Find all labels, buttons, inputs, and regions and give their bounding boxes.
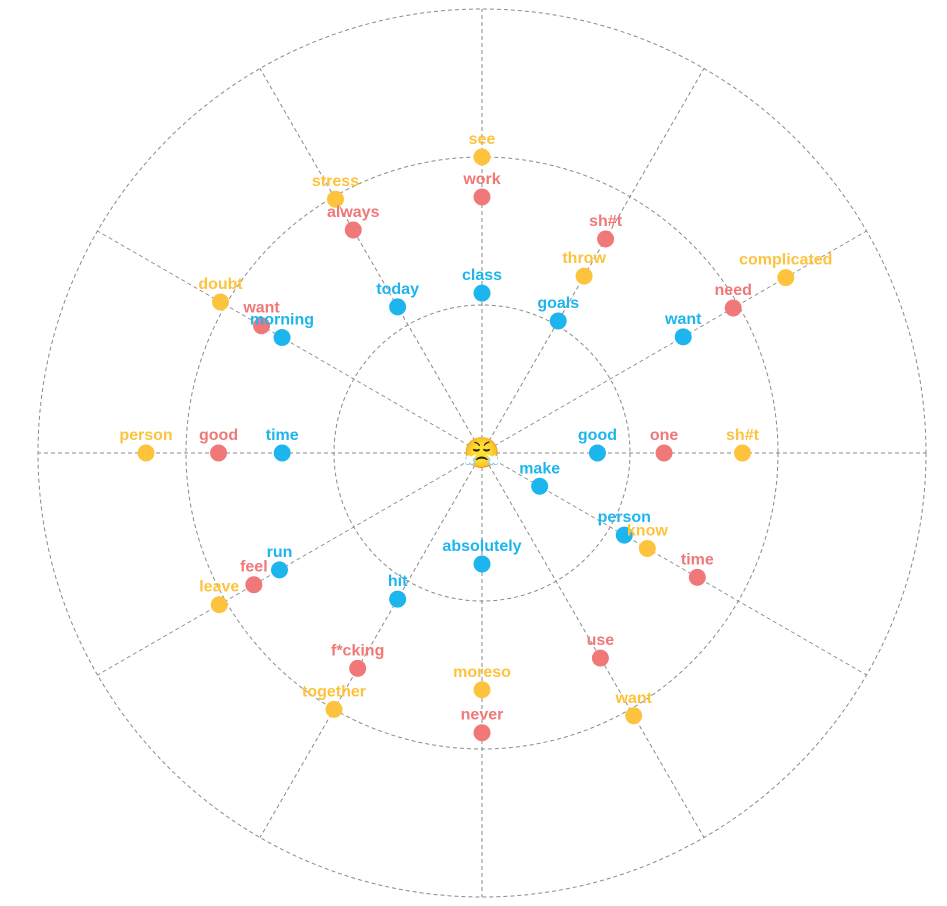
term-label: good (199, 427, 238, 444)
term-label: absolutely (442, 538, 521, 555)
term-points (137, 148, 795, 742)
term-label: see (469, 131, 496, 148)
term-label: morning (250, 312, 314, 329)
term-label: work (462, 171, 500, 188)
term-label: know (627, 522, 668, 539)
term-label: feel (240, 559, 268, 576)
grid-spoke-5 (481, 452, 705, 838)
term-label: want (242, 300, 280, 317)
term-dot-red[interactable] (655, 444, 673, 462)
term-label: person (119, 427, 172, 444)
term-label: sh#t (589, 213, 623, 230)
term-label: good (578, 427, 617, 444)
term-dot-blue[interactable] (273, 329, 291, 347)
term-dot-red[interactable] (245, 576, 263, 594)
term-dot-red[interactable] (591, 649, 609, 667)
term-label: class (462, 267, 502, 284)
term-dot-red[interactable] (688, 568, 706, 586)
term-dot-blue[interactable] (270, 561, 288, 579)
term-dot-yellow[interactable] (638, 539, 656, 557)
term-dot-red[interactable] (344, 221, 362, 239)
term-dot-blue[interactable] (588, 444, 606, 462)
term-dot-red[interactable] (473, 724, 491, 742)
term-label: sh#t (726, 427, 760, 444)
term-label: never (461, 707, 504, 724)
term-dot-yellow[interactable] (625, 707, 643, 725)
term-dot-yellow[interactable] (325, 700, 343, 718)
term-dot-yellow[interactable] (137, 444, 155, 462)
term-label: want (614, 690, 652, 707)
grid-spoke-7 (259, 452, 483, 838)
term-dot-blue[interactable] (389, 590, 407, 608)
term-dot-yellow[interactable] (212, 293, 230, 311)
term-dot-yellow[interactable] (473, 681, 491, 699)
center-emoji-icon: 😤 (463, 436, 500, 470)
term-label: time (266, 427, 299, 444)
term-dot-yellow[interactable] (326, 190, 344, 208)
term-dot-red[interactable] (349, 659, 367, 677)
term-dot-yellow[interactable] (575, 267, 593, 285)
term-label: f*cking (331, 642, 384, 659)
term-label: hit (388, 573, 408, 590)
term-label: today (376, 281, 419, 298)
term-label: want (664, 311, 702, 328)
term-dot-red[interactable] (210, 444, 228, 462)
term-label: time (681, 551, 714, 568)
grid-spoke-11 (259, 68, 483, 454)
term-dot-blue[interactable] (531, 477, 549, 495)
term-label: complicated (739, 252, 832, 269)
term-label: doubt (198, 276, 243, 293)
term-dot-yellow[interactable] (777, 269, 795, 287)
term-dot-blue[interactable] (473, 555, 491, 573)
term-dot-blue[interactable] (273, 444, 291, 462)
term-dot-blue[interactable] (674, 328, 692, 346)
term-label: use (587, 632, 615, 649)
term-dot-yellow[interactable] (473, 148, 491, 166)
term-label: throw (562, 250, 606, 267)
term-dot-blue[interactable] (615, 526, 633, 544)
term-dot-blue[interactable] (473, 284, 491, 302)
term-label: leave (199, 579, 239, 596)
term-label: together (302, 683, 366, 700)
term-label: person (598, 509, 651, 526)
grid-spoke-1 (481, 68, 705, 454)
term-dot-red[interactable] (597, 230, 615, 248)
term-dot-red[interactable] (253, 317, 271, 335)
term-label: stress (312, 173, 359, 190)
grid-spoke-8 (97, 452, 483, 676)
grid-spoke-2 (481, 230, 867, 454)
term-labels: see work class sh#t throw goals complicated nee… (119, 131, 832, 724)
term-dot-red[interactable] (473, 188, 491, 206)
term-dot-blue[interactable] (549, 312, 567, 330)
term-label: run (267, 544, 293, 561)
term-label: make (519, 460, 560, 477)
term-label: need (715, 282, 752, 299)
term-label: moreso (453, 664, 511, 681)
grid-spoke-10 (97, 230, 483, 454)
term-dot-yellow[interactable] (733, 444, 751, 462)
term-dot-red[interactable] (724, 299, 742, 317)
term-label: always (327, 204, 380, 221)
term-dot-blue[interactable] (389, 298, 407, 316)
term-label: one (650, 427, 679, 444)
term-label: goals (537, 295, 579, 312)
term-dot-yellow[interactable] (210, 596, 228, 614)
